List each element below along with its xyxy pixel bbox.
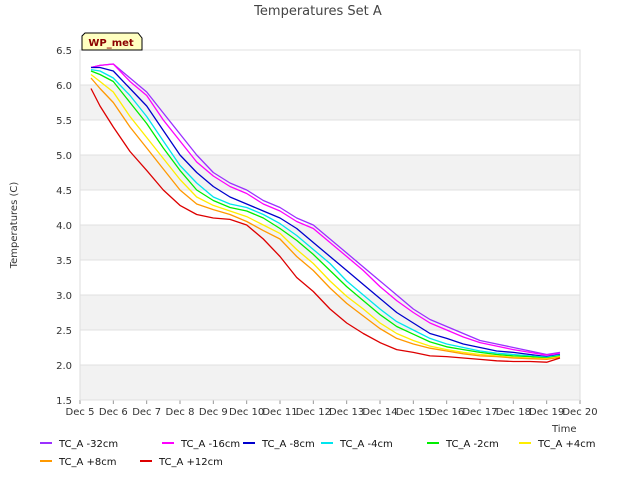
y-axis-ticks: 1.5 2.0 2.5 3.0 3.5 4.0 4.5 5.0 5.5 6.0 6.5 [56, 46, 580, 407]
background-band [80, 295, 580, 330]
background-band [80, 260, 580, 295]
x-tick-label: Dec 20 [562, 407, 597, 418]
x-tick-label: Dec 7 [132, 407, 161, 418]
y-tick-label: 3.0 [56, 291, 72, 302]
x-tick-label: Dec 16 [429, 407, 464, 418]
x-tick-label: Dec 6 [99, 407, 128, 418]
y-tick-label: 4.0 [56, 221, 72, 232]
background-band [80, 120, 580, 155]
legend-label: TC_A -2cm [445, 439, 499, 450]
y-tick-label: 3.5 [56, 256, 72, 267]
series-line-4 [90, 70, 561, 359]
background-band [80, 155, 580, 190]
x-tick-label: Dec 15 [396, 407, 431, 418]
y-tick-label: 6.5 [56, 46, 72, 57]
legend-label: TC_A -16cm [180, 439, 240, 450]
y-tick-label: 5.5 [56, 116, 72, 127]
x-tick-label: Dec 14 [362, 407, 397, 418]
background-band [80, 85, 580, 120]
legend-label: TC_A -32cm [58, 439, 118, 450]
series-line-0 [90, 63, 561, 356]
x-tick-label: Dec 12 [296, 407, 331, 418]
background-band [80, 50, 580, 85]
legend: TC_A -32cm TC_A -16cm TC_A -8cm TC_A -4cm TC… [40, 439, 596, 468]
series-line-6 [90, 77, 561, 361]
series-line-5 [90, 73, 561, 360]
x-tick-label: Dec 17 [462, 407, 497, 418]
series-line-1 [90, 63, 561, 356]
y-tick-label: 1.5 [56, 396, 72, 407]
x-tick-label: Dec 13 [329, 407, 364, 418]
series-lines [90, 63, 561, 363]
x-tick-label: Dec 5 [66, 407, 95, 418]
y-tick-label: 2.0 [56, 361, 72, 372]
wp-met-badge: WP_met [81, 32, 143, 51]
y-tick-label: 6.0 [56, 81, 72, 92]
background-band [80, 190, 580, 225]
legend-label: TC_A +12cm [158, 457, 223, 468]
series-line-2 [91, 66, 561, 358]
x-tick-label: Dec 19 [529, 407, 564, 418]
series-line-7 [90, 88, 561, 363]
series-line-3 [90, 68, 561, 358]
y-tick-label: 5.0 [56, 151, 72, 162]
x-tick-label: Dec 11 [262, 407, 297, 418]
x-tick-label: Dec 9 [199, 407, 228, 418]
x-tick-label: Dec 10 [229, 407, 264, 418]
x-tick-label: Dec 18 [496, 407, 531, 418]
x-axis-label: Time [551, 424, 576, 435]
legend-label: TC_A +4cm [537, 439, 596, 450]
chart-title: Temperatures Set A [253, 4, 382, 19]
y-tick-label: 2.5 [56, 326, 72, 337]
legend-label: TC_A +8cm [58, 457, 117, 468]
background-band [80, 330, 580, 365]
badge-label: WP_met [88, 38, 134, 49]
y-tick-label: 4.5 [56, 186, 72, 197]
x-tick-label: Dec 8 [166, 407, 195, 418]
legend-label: TC_A -4cm [339, 439, 393, 450]
background-band [80, 365, 580, 400]
y-axis-label: Temperatures (C) [9, 182, 20, 270]
legend-label: TC_A -8cm [261, 439, 315, 450]
